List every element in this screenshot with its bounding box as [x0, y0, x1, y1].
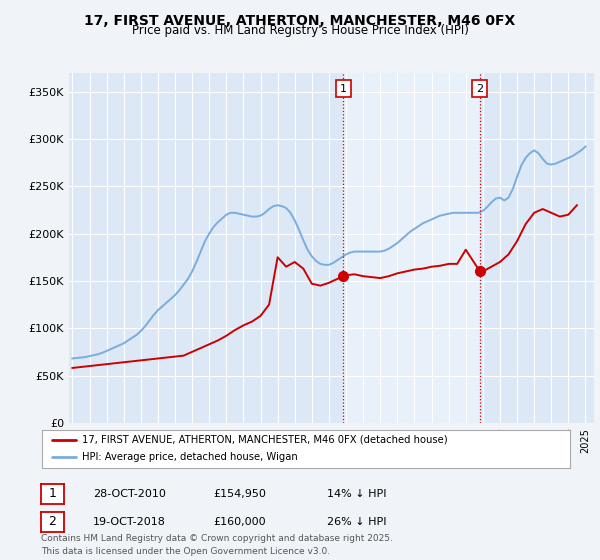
Text: 17, FIRST AVENUE, ATHERTON, MANCHESTER, M46 0FX (detached house): 17, FIRST AVENUE, ATHERTON, MANCHESTER, …	[82, 435, 447, 445]
Text: 1: 1	[48, 487, 56, 501]
Text: 26% ↓ HPI: 26% ↓ HPI	[327, 517, 386, 527]
Text: £154,950: £154,950	[213, 489, 266, 499]
Bar	[343, 73, 480, 423]
Text: £160,000: £160,000	[213, 517, 266, 527]
Text: 19-OCT-2018: 19-OCT-2018	[93, 517, 166, 527]
Text: 1: 1	[340, 83, 347, 94]
Text: 2: 2	[476, 83, 484, 94]
Text: Contains HM Land Registry data © Crown copyright and database right 2025.
This d: Contains HM Land Registry data © Crown c…	[41, 534, 392, 556]
Text: 2: 2	[48, 515, 56, 529]
Text: 28-OCT-2010: 28-OCT-2010	[93, 489, 166, 499]
Text: 17, FIRST AVENUE, ATHERTON, MANCHESTER, M46 0FX: 17, FIRST AVENUE, ATHERTON, MANCHESTER, …	[85, 14, 515, 28]
Text: 14% ↓ HPI: 14% ↓ HPI	[327, 489, 386, 499]
Text: Price paid vs. HM Land Registry's House Price Index (HPI): Price paid vs. HM Land Registry's House …	[131, 24, 469, 37]
Text: HPI: Average price, detached house, Wigan: HPI: Average price, detached house, Wiga…	[82, 452, 298, 463]
